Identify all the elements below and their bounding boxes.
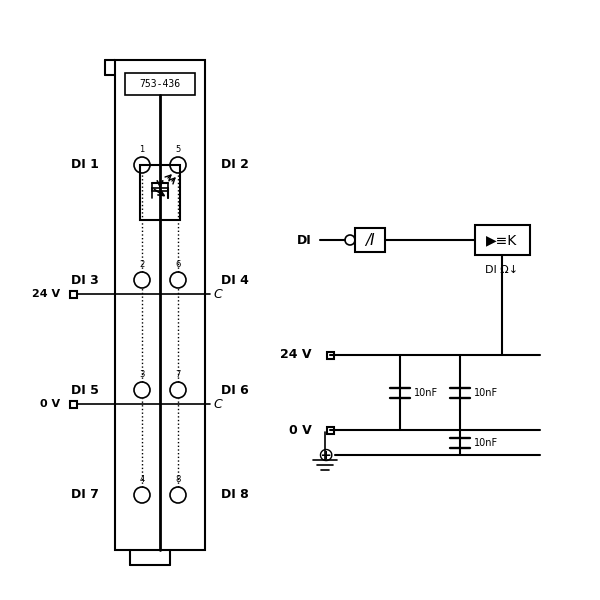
Text: ▶≡K: ▶≡K	[487, 233, 518, 247]
Text: DI 7: DI 7	[71, 488, 99, 502]
Bar	[115, 60, 205, 550]
Text: 1: 1	[139, 145, 145, 154]
Bar	[355, 228, 385, 252]
Text: 6: 6	[175, 260, 181, 269]
Text: DI 1: DI 1	[71, 158, 99, 172]
Text: 10nF: 10nF	[474, 388, 498, 397]
Text: DI 4: DI 4	[221, 274, 249, 286]
Bar	[475, 225, 530, 255]
Text: C: C	[213, 397, 222, 410]
Text: 3: 3	[139, 370, 145, 379]
Text: /I: /I	[365, 232, 375, 247]
Bar	[140, 165, 180, 220]
Text: DI 3: DI 3	[71, 274, 99, 286]
Text: 10nF: 10nF	[474, 437, 498, 448]
Text: 8: 8	[175, 475, 181, 484]
Text: 7: 7	[175, 370, 181, 379]
Bar	[326, 427, 334, 433]
Text: 753-436: 753-436	[139, 79, 181, 89]
Text: DI 2: DI 2	[221, 158, 249, 172]
Text: 0 V: 0 V	[289, 424, 312, 437]
Text: 2: 2	[139, 260, 145, 269]
Text: DI Ω↓: DI Ω↓	[485, 265, 518, 275]
Text: DI 5: DI 5	[71, 383, 99, 397]
Text: DI 8: DI 8	[221, 488, 249, 502]
Text: 24 V: 24 V	[32, 289, 60, 299]
Text: ⊕: ⊕	[317, 445, 333, 464]
Text: 0 V: 0 V	[40, 399, 60, 409]
Text: C: C	[213, 287, 222, 301]
Text: DI: DI	[297, 233, 312, 247]
Bar	[125, 73, 195, 95]
Text: DI 6: DI 6	[221, 383, 249, 397]
Bar	[326, 352, 334, 358]
Text: 24 V: 24 V	[281, 349, 312, 361]
Text: 5: 5	[175, 145, 181, 154]
Bar	[70, 290, 77, 298]
Bar	[70, 401, 77, 407]
Text: 10nF: 10nF	[414, 388, 438, 397]
Text: 4: 4	[139, 475, 145, 484]
